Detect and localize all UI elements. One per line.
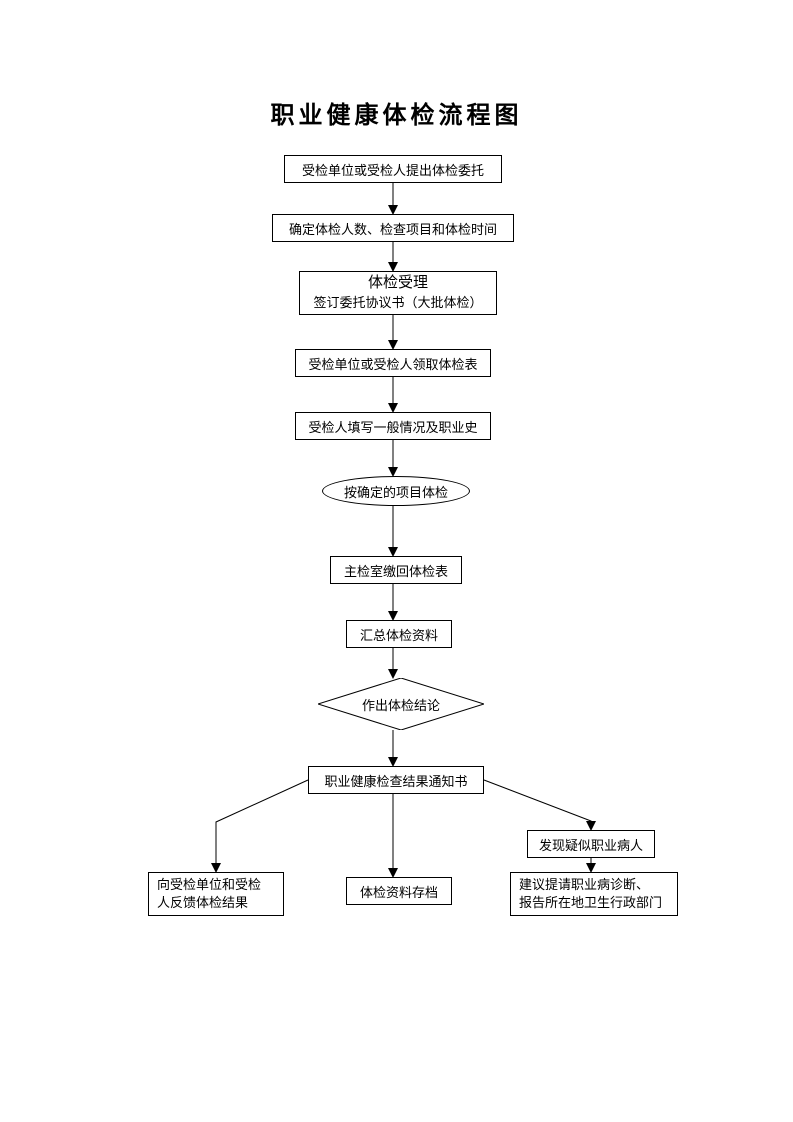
flow-edge-n10-n13	[484, 780, 591, 830]
flow-edges	[0, 0, 793, 1122]
flow-edge-n10-n11	[216, 780, 308, 872]
